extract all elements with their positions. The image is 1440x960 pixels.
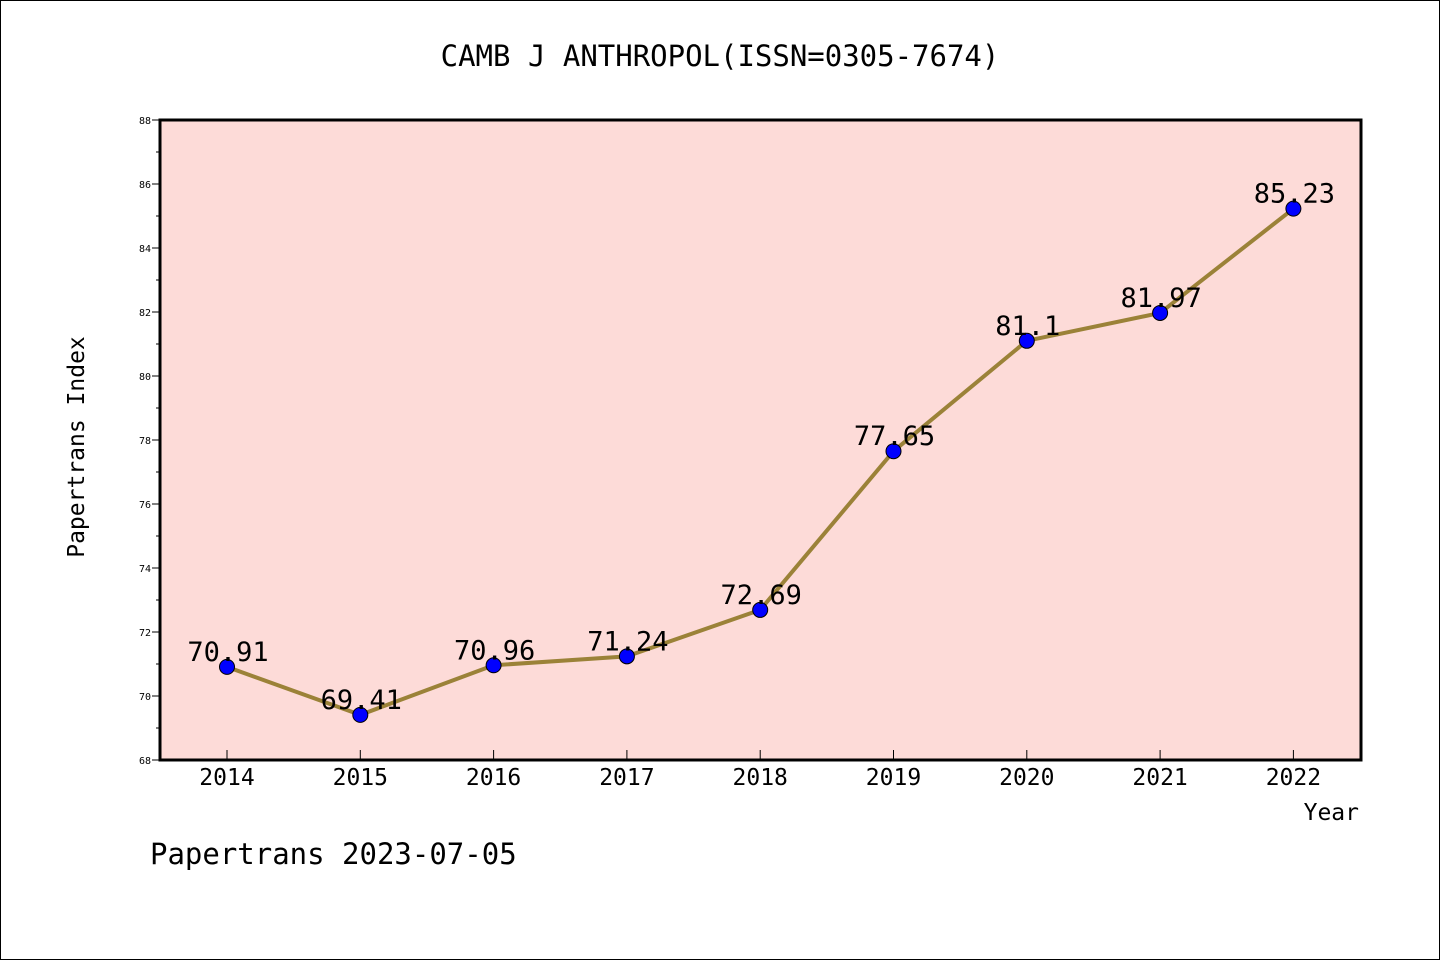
x-axis-label: Year (1304, 800, 1359, 826)
data-point-2014 (219, 658, 235, 675)
data-point-2018 (752, 601, 769, 618)
footer-text: Papertrans 2023-07-05 (150, 837, 517, 871)
data-point-2015 (352, 706, 369, 723)
data-point-2021 (1152, 304, 1169, 321)
chart-title: CAMB J ANTHROPOL(ISSN=0305-7674) (441, 39, 1000, 73)
y-tick-label: 72 (139, 628, 151, 639)
data-label-2018: 72.69 (721, 580, 802, 611)
x-tick-label: 2016 (466, 765, 521, 791)
data-point-2019 (885, 443, 902, 460)
y-axis-label: Papertrans Index (64, 336, 90, 558)
y-tick-label: 74 (139, 564, 151, 575)
x-tick-label: 2017 (599, 765, 654, 791)
x-tick-label: 2014 (199, 765, 254, 791)
y-tick-label: 80 (139, 372, 151, 383)
y-tick-label: 86 (139, 180, 151, 191)
x-tick-label: 2019 (866, 765, 921, 791)
y-tick-label: 76 (139, 500, 151, 511)
y-tick-label: 68 (139, 756, 151, 767)
plot-border (158, 118, 1363, 762)
y-tick-label: 78 (139, 436, 151, 447)
data-label-2017: 71.24 (587, 626, 668, 657)
data-points (219, 200, 1302, 723)
x-tick-label: 2021 (1132, 765, 1187, 791)
data-point-2022 (1285, 200, 1302, 217)
data-label-2016: 70.96 (454, 635, 535, 666)
y-tick-label: 70 (139, 692, 151, 703)
data-label-2019: 77.65 (854, 421, 935, 452)
data-label-2021: 81.97 (1120, 283, 1201, 314)
data-point-2020 (1018, 332, 1035, 349)
x-tick-label: 2022 (1266, 765, 1321, 791)
data-label-2014: 70.91 (187, 637, 268, 668)
x-tick-label: 2018 (733, 765, 788, 791)
data-label-2015: 69.41 (321, 685, 402, 716)
y-axis-ticks: 68 70 72 74 76 78 80 82 84 86 88 (139, 116, 160, 767)
y-tick-label: 84 (139, 244, 151, 255)
x-tick-label: 2020 (999, 765, 1054, 791)
data-label-2020: 81.1 (995, 311, 1060, 342)
x-axis-ticks: 2014 2015 2016 2017 2018 2019 2020 2021 2022 (199, 750, 1321, 791)
y-tick-label: 88 (139, 116, 151, 127)
plot-area (160, 120, 1361, 760)
x-tick-label: 2015 (333, 765, 388, 791)
data-labels: 70.91 69.41 70.96 71.24 72.69 77.65 81.1 81.97 8… (187, 179, 1335, 716)
y-tick-label: 82 (139, 308, 151, 319)
data-point-2016 (485, 657, 502, 674)
data-point-2017 (618, 648, 635, 665)
data-label-2022: 85.23 (1254, 179, 1335, 210)
